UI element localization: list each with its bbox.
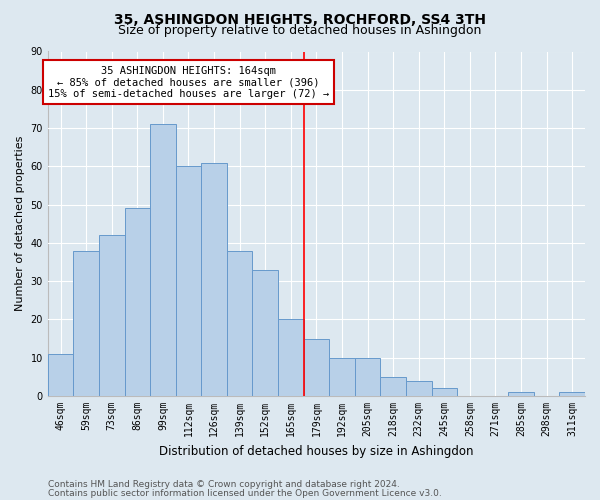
X-axis label: Distribution of detached houses by size in Ashingdon: Distribution of detached houses by size … bbox=[159, 444, 473, 458]
Bar bbox=[125, 208, 150, 396]
Bar bbox=[508, 392, 534, 396]
Text: Size of property relative to detached houses in Ashingdon: Size of property relative to detached ho… bbox=[118, 24, 482, 37]
Bar bbox=[150, 124, 176, 396]
Bar bbox=[406, 380, 431, 396]
Y-axis label: Number of detached properties: Number of detached properties bbox=[15, 136, 25, 312]
Text: 35 ASHINGDON HEIGHTS: 164sqm
← 85% of detached houses are smaller (396)
15% of s: 35 ASHINGDON HEIGHTS: 164sqm ← 85% of de… bbox=[48, 66, 329, 98]
Bar bbox=[329, 358, 355, 396]
Bar bbox=[176, 166, 201, 396]
Bar bbox=[227, 250, 253, 396]
Bar bbox=[304, 338, 329, 396]
Bar bbox=[355, 358, 380, 396]
Bar bbox=[278, 320, 304, 396]
Bar bbox=[99, 236, 125, 396]
Text: Contains public sector information licensed under the Open Government Licence v3: Contains public sector information licen… bbox=[48, 488, 442, 498]
Bar bbox=[431, 388, 457, 396]
Text: 35, ASHINGDON HEIGHTS, ROCHFORD, SS4 3TH: 35, ASHINGDON HEIGHTS, ROCHFORD, SS4 3TH bbox=[114, 12, 486, 26]
Bar bbox=[73, 250, 99, 396]
Bar bbox=[201, 162, 227, 396]
Bar bbox=[48, 354, 73, 396]
Bar bbox=[253, 270, 278, 396]
Bar bbox=[559, 392, 585, 396]
Bar bbox=[380, 377, 406, 396]
Text: Contains HM Land Registry data © Crown copyright and database right 2024.: Contains HM Land Registry data © Crown c… bbox=[48, 480, 400, 489]
